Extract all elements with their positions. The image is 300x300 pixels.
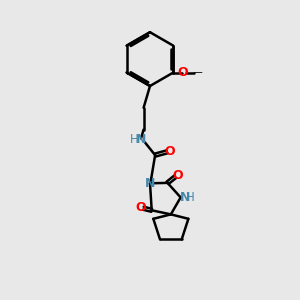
Text: N: N <box>145 177 155 190</box>
Text: O: O <box>172 169 183 182</box>
Text: N: N <box>180 191 190 204</box>
Text: H: H <box>130 133 138 146</box>
Text: N: N <box>136 133 147 146</box>
Text: O: O <box>178 66 188 79</box>
Text: —: — <box>192 68 202 77</box>
Text: O: O <box>135 201 146 214</box>
Text: H: H <box>186 191 195 204</box>
Text: O: O <box>164 145 175 158</box>
